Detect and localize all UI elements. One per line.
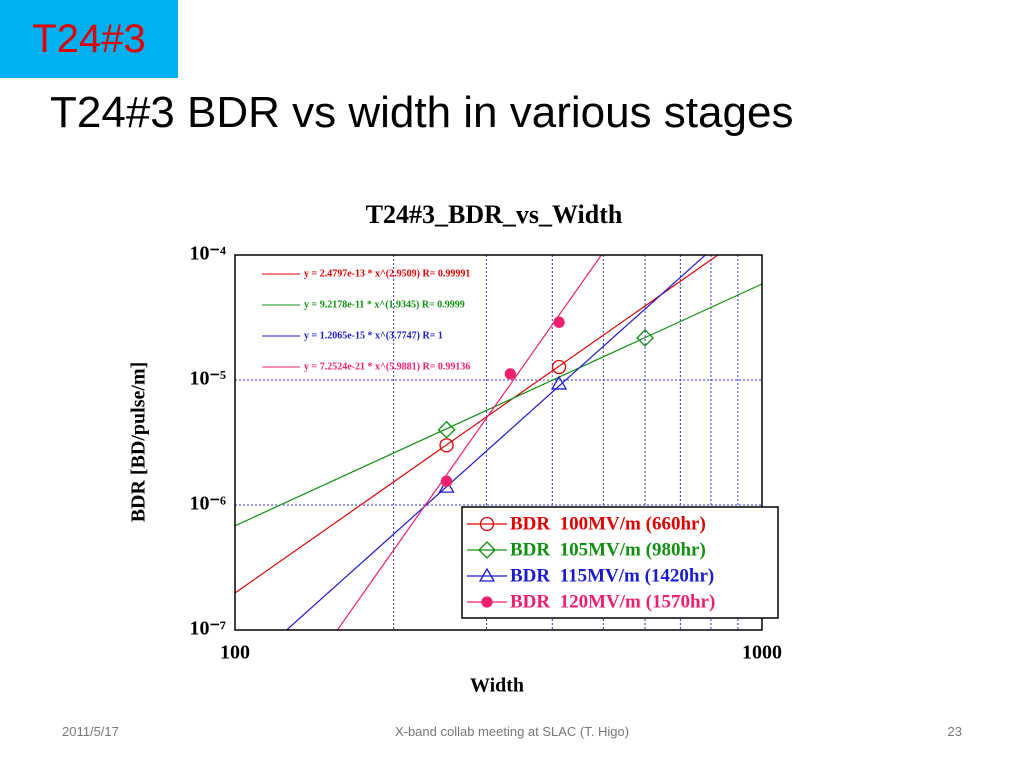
marker (636, 329, 655, 347)
legend-marker (478, 567, 496, 582)
marker (550, 375, 568, 390)
legend-marker (481, 596, 493, 608)
legend-label: BDR 100MV/m (660hr) (510, 513, 706, 534)
points (437, 316, 655, 493)
legend: BDR 100MV/m (660hr) BDR 105MV/m (980hr) BD… (467, 513, 715, 612)
y-axis-label: BDR [BD/pulse/m] (128, 362, 150, 523)
slide-title: T24#3 BDR vs width in various stages (50, 88, 794, 137)
legend-marker (478, 541, 496, 559)
y-tick-label: 10⁻⁵ (189, 368, 226, 390)
footer-center: X-band collab meeting at SLAC (T. Higo) (394, 724, 630, 739)
y-tick-label: 10⁻⁷ (189, 618, 226, 640)
fit-line (235, 255, 719, 594)
legend-label: BDR 105MV/m (980hr) (510, 539, 706, 560)
marker (438, 478, 455, 493)
chart-title: T24#3_BDR_vs_Width (366, 200, 623, 229)
marker (551, 359, 567, 375)
x-tick-label: 1000 (742, 642, 782, 664)
plot-frame (234, 254, 763, 631)
marker (553, 316, 565, 328)
legend-label: BDR 115MV/m (1420hr) (510, 565, 714, 586)
fit-lines (235, 255, 762, 630)
fit-line (336, 255, 603, 630)
x-axis-label: Width (470, 675, 524, 697)
slide-tag: T24#3 (0, 0, 178, 78)
marker (437, 420, 456, 439)
y-tick-label: 10⁻⁴ (189, 243, 226, 265)
y-tick-label: 10⁻⁶ (189, 493, 226, 515)
legend-label: BDR 120MV/m (1570hr) (510, 591, 715, 612)
footer-date: 2011/5/17 (62, 724, 119, 739)
marker (504, 368, 516, 380)
fit-line (285, 255, 707, 630)
fit-label: y = 9.2178e-11 * x^(1.9345) R= 0.9999 (304, 299, 465, 310)
footer-page: 23 (947, 724, 962, 739)
x-tick-label: 100 (220, 642, 250, 664)
marker (439, 438, 454, 453)
fit-label: y = 7.2524e-21 * x^(5.9881) R= 0.99136 (304, 361, 470, 372)
fit-line (235, 283, 762, 527)
legend-marker (479, 516, 495, 532)
fit-label: y = 1.2065e-15 * x^(3.7747) R= 1 (304, 330, 443, 341)
legend-box (461, 506, 779, 619)
marker (440, 475, 453, 487)
fit-label: y = 2.4797e-13 * x^(2.9509) R= 0.99991 (304, 268, 470, 279)
